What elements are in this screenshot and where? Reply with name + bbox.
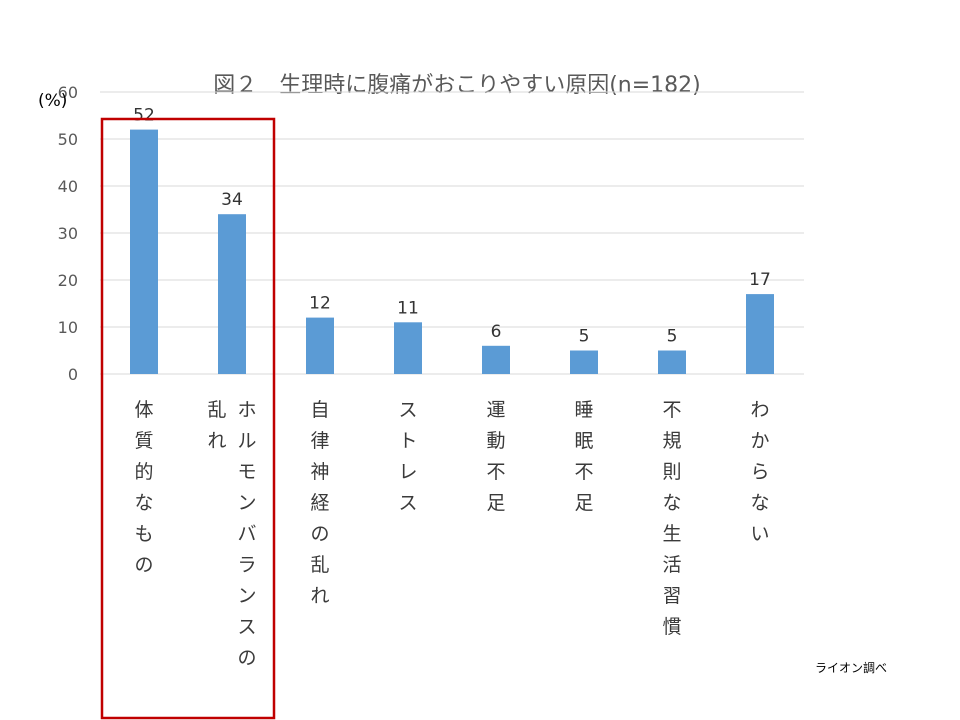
data-label-0: 52 — [133, 106, 155, 126]
bar-2 — [306, 317, 334, 374]
category-label-3: ストレス — [398, 399, 417, 514]
bar-7 — [746, 294, 774, 374]
y-axis-unit-label: (%) — [38, 91, 67, 111]
bar-1 — [218, 214, 246, 374]
category-label-1-col-1: 乱れ — [207, 399, 226, 452]
bar-3 — [394, 322, 422, 374]
data-label-3: 11 — [397, 298, 419, 318]
y-tick-label-30: 30 — [58, 224, 78, 243]
y-tick-label-40: 40 — [58, 177, 78, 196]
data-label-1: 34 — [221, 190, 243, 210]
category-label-1-col-0: ホルモンバランスの — [237, 399, 256, 669]
category-label-4: 運動不足 — [486, 399, 505, 514]
source-note: ライオン調べ — [815, 661, 887, 675]
y-tick-label-0: 0 — [68, 365, 78, 384]
y-tick-label-50: 50 — [58, 130, 78, 149]
highlight-box — [100, 117, 276, 720]
bar-5 — [570, 350, 598, 374]
y-axis-ticks: 0 10 20 30 40 50 60 — [58, 83, 78, 384]
data-label-2: 12 — [309, 294, 331, 314]
y-tick-label-60: 60 — [58, 83, 78, 102]
category-label-0: 体質的なもの — [134, 399, 153, 576]
data-label-5: 5 — [579, 327, 590, 347]
bars — [130, 129, 774, 374]
data-label-7: 17 — [749, 270, 771, 290]
y-tick-label-20: 20 — [58, 271, 78, 290]
bar-6 — [658, 350, 686, 374]
category-label-7: わからない — [750, 399, 769, 545]
data-labels: 52 34 12 11 6 5 5 17 — [133, 106, 771, 347]
bar-0 — [130, 129, 158, 374]
chart-title: 図２ 生理時に腹痛がおこりやすい原因(n=182) — [213, 73, 701, 98]
gridlines — [100, 91, 804, 375]
bar-4 — [482, 345, 510, 374]
category-label-2: 自律神経の乱れ — [310, 399, 329, 607]
data-label-6: 5 — [667, 327, 678, 347]
category-label-5: 睡眠不足 — [574, 399, 593, 514]
category-label-6: 不規則な生活習慣 — [662, 399, 681, 638]
data-label-4: 6 — [491, 322, 502, 342]
y-tick-label-10: 10 — [58, 318, 78, 337]
